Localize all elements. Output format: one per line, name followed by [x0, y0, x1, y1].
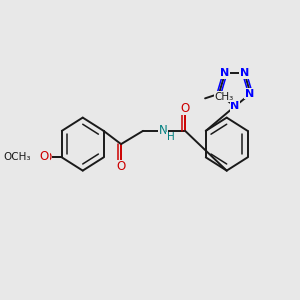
Text: N: N	[230, 101, 239, 111]
Text: OCH₃: OCH₃	[3, 152, 31, 162]
Text: N: N	[244, 89, 254, 99]
Text: O: O	[116, 160, 126, 173]
Text: CH₃: CH₃	[214, 92, 234, 102]
Text: O: O	[40, 150, 49, 163]
Text: O: O	[43, 151, 52, 164]
Text: H: H	[167, 132, 175, 142]
Text: N: N	[159, 124, 167, 137]
Text: N: N	[220, 68, 230, 78]
Text: O: O	[181, 102, 190, 115]
Text: N: N	[240, 68, 249, 78]
